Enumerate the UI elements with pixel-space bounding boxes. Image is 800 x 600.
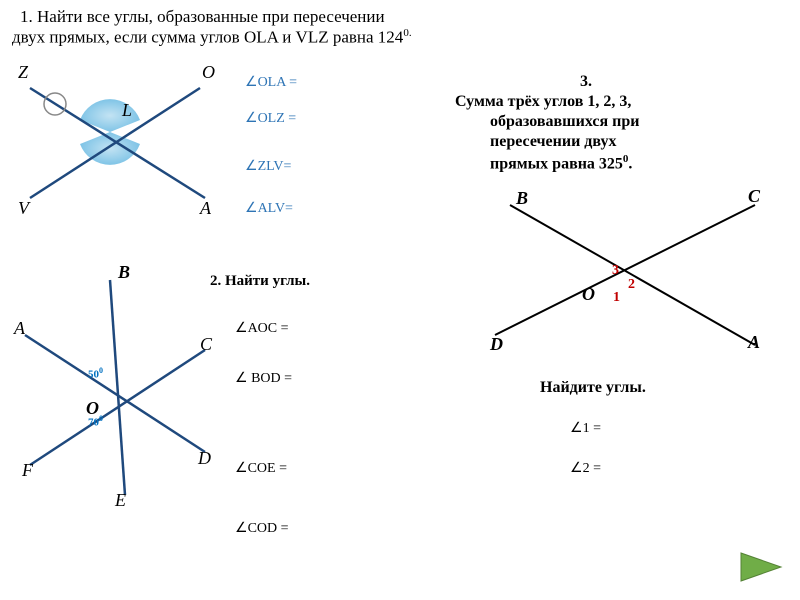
problem3-t2: образовавшихся при — [490, 112, 639, 133]
p2-label-a: A — [14, 318, 25, 339]
p2-label-d: D — [198, 448, 211, 469]
p1-label-v: V — [18, 198, 29, 219]
problem3-diagram — [455, 190, 775, 370]
p2-ang70: 700 — [88, 414, 103, 429]
problem3-t4: прямых равна 3250. — [490, 152, 632, 175]
p3-label-a: A — [748, 332, 760, 353]
p3-num2: 2 — [628, 277, 635, 293]
p1-ans-zlv: ∠ZLV= — [245, 158, 291, 175]
p2-ans-cod: ∠COD = — [235, 520, 289, 537]
p1-label-o: O — [202, 62, 215, 83]
problem1-diagram — [10, 60, 230, 220]
p3-label-d: D — [490, 334, 503, 355]
p1-label-z: Z — [18, 62, 28, 83]
p1-ans-ola: ∠OLA = — [245, 74, 297, 91]
p1-ans-olz: ∠OLZ = — [245, 110, 296, 127]
p3-ans2: ∠2 = — [570, 460, 601, 477]
next-button[interactable] — [737, 549, 785, 585]
p3-num3: 3 — [612, 263, 619, 279]
p2-ans-coe: ∠COE = — [235, 460, 287, 477]
problem1-title-line2: двух прямых, если сумма углов OLA и VLZ … — [12, 26, 412, 49]
p2-ans-aoc: ∠AOC = — [235, 320, 289, 337]
triangle-right-icon — [737, 549, 785, 585]
p1-label-a: A — [200, 198, 211, 219]
problem3-find: Найдите углы. — [540, 378, 646, 399]
problem2-diagram — [10, 270, 230, 510]
p2-ans-bod: ∠ BOD = — [235, 370, 292, 387]
p1-ans-alv: ∠ALV= — [245, 200, 293, 217]
p2-ang50: 500 — [88, 366, 103, 381]
p2-label-b: B — [118, 262, 130, 283]
p2-label-e: E — [115, 490, 126, 511]
p3-label-b: B — [516, 188, 528, 209]
p2-label-f: F — [22, 460, 33, 481]
p3-ans1: ∠1 = — [570, 420, 601, 437]
problem3-number: 3. — [580, 72, 592, 93]
p1-label-l: L — [122, 100, 132, 121]
p2-label-c: C — [200, 334, 212, 355]
problem3-t3: пересечении двух — [490, 132, 616, 153]
problem1-title-line1: 1. Найти все углы, образованные при пере… — [20, 6, 385, 28]
p3-num1: 1 — [613, 290, 620, 306]
p3-label-o: O — [582, 284, 595, 305]
p3-label-c: C — [748, 186, 760, 207]
problem3-t1: Сумма трёх углов 1, 2, 3, — [455, 92, 631, 113]
